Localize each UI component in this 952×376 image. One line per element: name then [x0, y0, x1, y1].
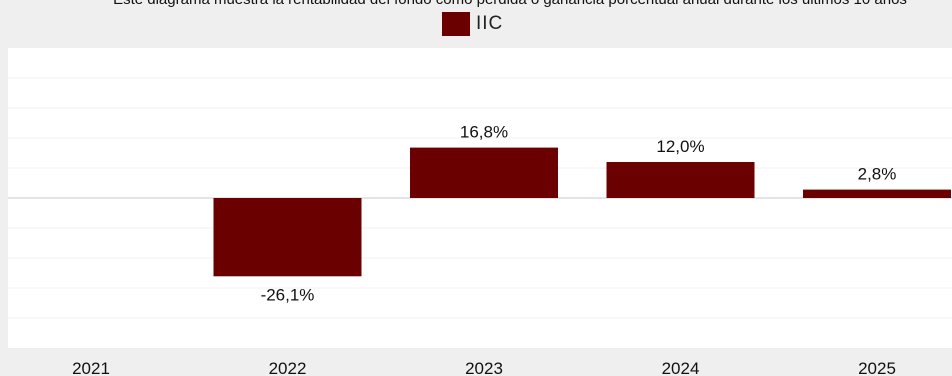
data-label: 16,8% — [460, 123, 508, 142]
x-tick-label: 2024 — [662, 359, 700, 376]
data-label: 12,0% — [656, 137, 704, 156]
x-tick-label: 2021 — [72, 359, 110, 376]
legend-label: IIC — [476, 13, 504, 34]
x-tick-label: 2025 — [858, 359, 896, 376]
bar — [213, 198, 362, 277]
bar — [606, 162, 755, 198]
bar — [410, 147, 558, 198]
x-tick-label: 2022 — [269, 359, 307, 376]
x-tick-label: 2023 — [465, 359, 503, 376]
legend-swatch — [442, 12, 470, 36]
bar — [803, 189, 951, 198]
chart-description: Este diagrama muestra la rentabilidad de… — [0, 0, 952, 8]
data-label: -26,1% — [261, 285, 315, 304]
data-label: 2,8% — [858, 165, 897, 184]
chart-legend: IIC — [442, 12, 503, 36]
